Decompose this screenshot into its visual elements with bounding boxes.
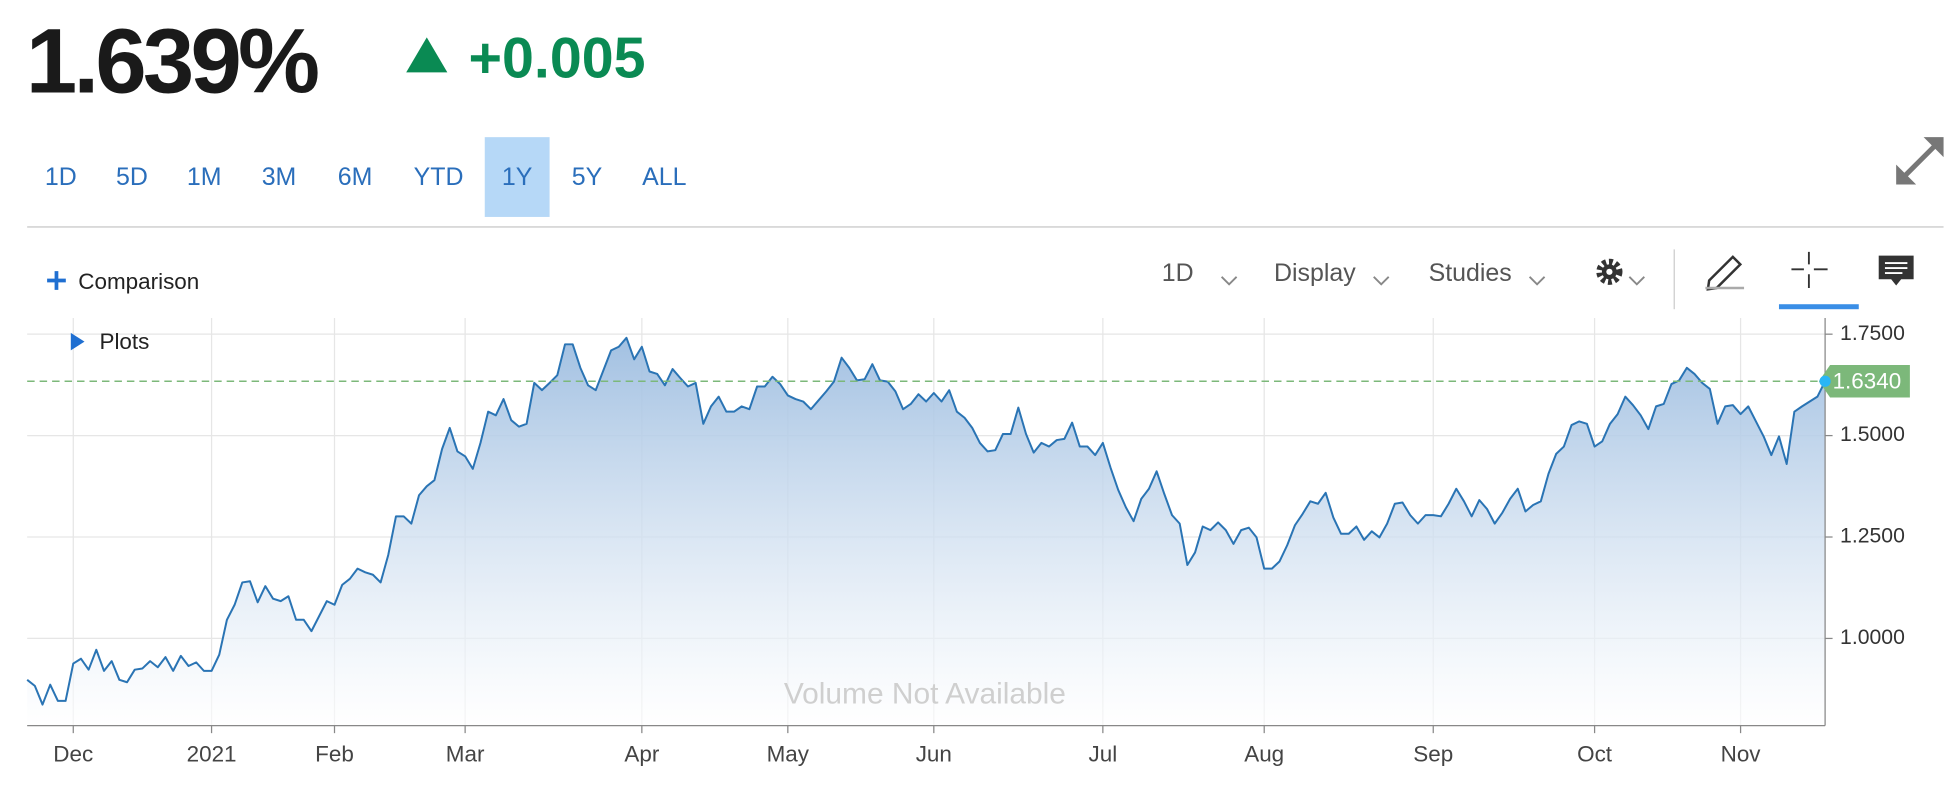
crosshair-button[interactable]	[1778, 251, 1859, 310]
range-button[interactable]: 6M	[338, 163, 373, 191]
range-button[interactable]: 1D	[45, 163, 77, 191]
range-button[interactable]: 1Y	[484, 137, 550, 217]
current-value-label: 1.6340	[1833, 368, 1902, 393]
range-button[interactable]: ALL	[642, 163, 686, 191]
plots-toggle[interactable]: Plots	[70, 329, 150, 354]
range-buttons: 1D 5D 1M 3M 6M YTD 1Y 5Y ALL	[45, 137, 687, 217]
x-tick-label: Oct	[1577, 742, 1613, 767]
price-change: +0.005	[469, 26, 646, 90]
x-tick-label: 2021	[187, 742, 237, 767]
interval-dropdown[interactable]: 1D	[1162, 259, 1238, 287]
expand-icon[interactable]	[1896, 137, 1944, 185]
plots-label: Plots	[99, 329, 149, 354]
range-label: 1M	[187, 163, 222, 191]
x-tick-label: Feb	[315, 742, 354, 767]
range-label: 1D	[45, 163, 77, 191]
line	[26, 336, 1826, 706]
range-button[interactable]: 3M	[262, 163, 297, 191]
settings-button[interactable]	[1596, 258, 1645, 286]
range-label: 1Y	[502, 163, 533, 191]
x-tick-label: Jul	[1089, 742, 1118, 767]
x-tick-label: Apr	[624, 742, 659, 767]
range-button[interactable]: YTD	[414, 163, 464, 191]
x-tick-label: May	[767, 742, 810, 767]
y-tick-label: 1.2500	[1840, 525, 1905, 548]
x-tick-label: Jun	[916, 742, 952, 767]
current-value-tag	[1818, 365, 1910, 398]
comment-button[interactable]	[1878, 255, 1914, 286]
range-label: YTD	[414, 163, 464, 191]
x-tick-label: Dec	[53, 742, 93, 767]
display-dropdown[interactable]: Display	[1274, 259, 1390, 287]
area	[27, 337, 1826, 726]
price: 1.639%	[26, 8, 318, 112]
y-tick-label: 1.0000	[1840, 626, 1905, 649]
up-arrow	[406, 37, 448, 73]
x-tick-label: Mar	[446, 742, 485, 767]
range-highlight	[484, 137, 550, 217]
display-label: Display	[1274, 259, 1356, 287]
current-point	[1819, 375, 1831, 387]
x-tick-label: Aug	[1244, 742, 1284, 767]
y-tick-label: 1.7500	[1840, 322, 1905, 345]
plots-arrow	[70, 332, 85, 351]
chart: 1.0000 1.2500 1.5000 1.7500 Dec 2021 Feb Mar Apr…	[26, 317, 1910, 767]
interval-label: 1D	[1162, 259, 1194, 287]
range-label: 3M	[262, 163, 297, 191]
x-tick-label: Sep	[1413, 742, 1453, 767]
comparison-button[interactable]: Comparison	[47, 269, 199, 294]
x-tick-label: Nov	[1721, 742, 1762, 767]
range-label: 6M	[338, 163, 373, 191]
comparison-label: Comparison	[78, 269, 199, 294]
studies-dropdown[interactable]: Studies	[1429, 259, 1546, 287]
y-tick-label: 1.5000	[1840, 423, 1905, 446]
range-label: 5Y	[572, 163, 603, 191]
volume-note: Volume Not Available	[784, 678, 1066, 711]
range-label: 5D	[116, 163, 148, 191]
range-label: ALL	[642, 163, 686, 191]
studies-label: Studies	[1429, 259, 1512, 287]
draw-button[interactable]	[1705, 255, 1745, 291]
range-button[interactable]: 1M	[187, 163, 222, 191]
range-button[interactable]: 5D	[116, 163, 148, 191]
range-button[interactable]: 5Y	[572, 163, 603, 191]
